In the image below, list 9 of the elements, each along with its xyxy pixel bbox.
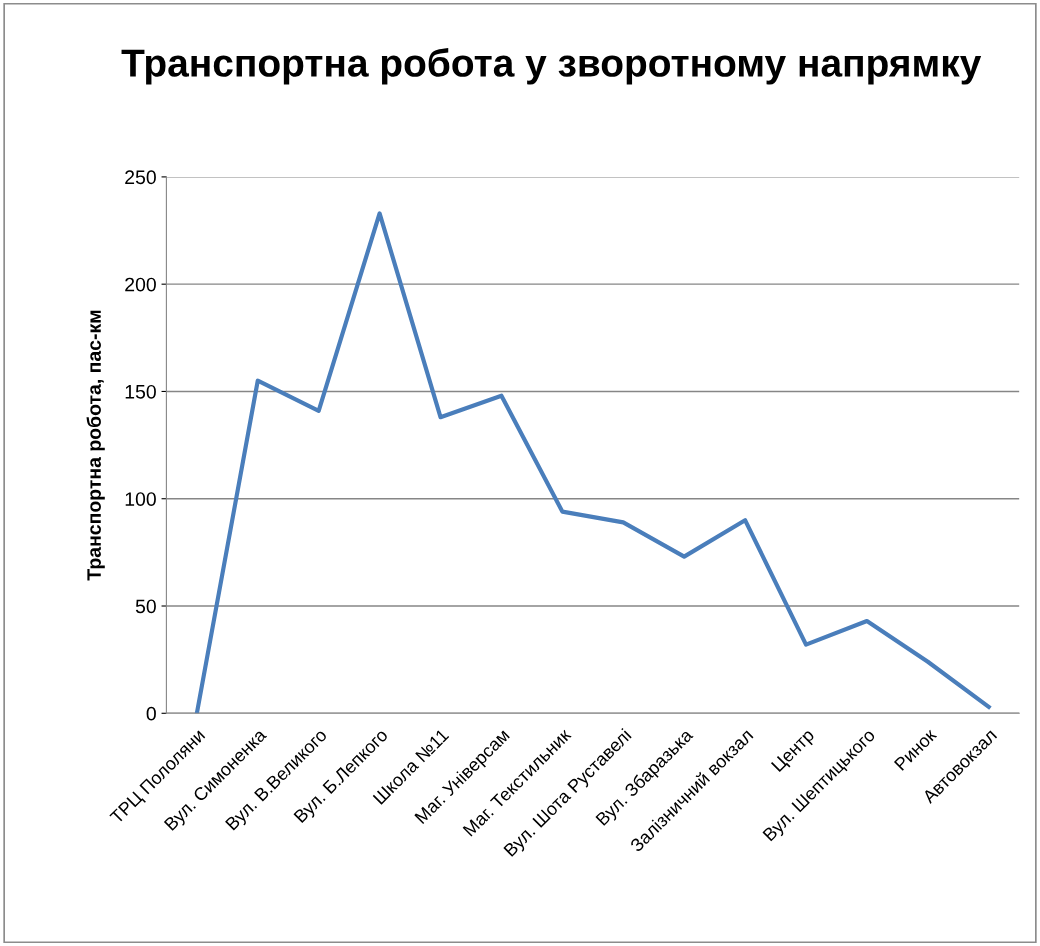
line-series <box>194 211 991 714</box>
y-tick-label: 200 <box>125 277 156 292</box>
y-tick-label: 150 <box>125 384 156 399</box>
chart-title: Транспортна робота у зворотному напрямку <box>121 47 982 85</box>
y-tick-label: 100 <box>125 492 156 506</box>
y-tick-label: 50 <box>135 599 156 614</box>
y-tick-label: 0 <box>146 706 156 721</box>
y-tick-label: 250 <box>125 170 156 185</box>
y-axis-title: Транспортна робота, пас-км <box>86 310 105 581</box>
